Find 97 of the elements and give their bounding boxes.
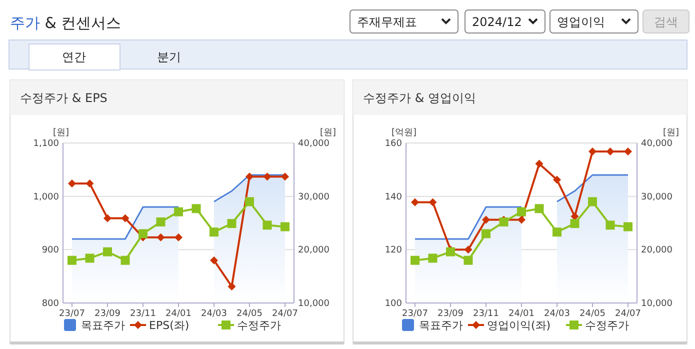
point [68,180,76,188]
text: 검색 [654,15,678,29]
point [210,256,218,264]
point [411,198,419,206]
text: 분기 [157,50,181,64]
legend-label: 수정주가 [585,319,629,332]
point [518,216,526,224]
legend-label: EPS(좌) [149,319,190,332]
legend-label: 영업이익(좌) [487,319,551,332]
point [227,219,236,228]
point [553,176,561,184]
x-tick-label: 23/07 [59,309,85,319]
point [606,148,614,156]
y-tick-label: 800 [42,299,60,309]
point [228,282,236,290]
y-tick-label: 140 [384,192,402,202]
x-tick-label: 23/07 [402,309,428,319]
y2-tick-label: 30,000 [641,192,673,202]
chart-title: 수정주가 & EPS [20,91,108,105]
y-tick-label: 1,100 [33,139,60,149]
point [464,256,473,265]
point [86,180,94,188]
point [245,197,254,206]
point [246,172,254,181]
point [280,222,290,232]
point [262,220,272,230]
x-tick-label: 23/11 [130,309,156,319]
chart-title: 수정주가 & 영업이익 [363,91,476,105]
y-tick-label: 1,000 [33,192,60,202]
legend-label: 목표주가 [419,319,463,332]
legend-label: 수정주가 [237,319,281,332]
point [606,220,615,230]
point [534,204,544,214]
point [588,148,596,156]
point [570,219,580,228]
x-tick-label: 24/03 [201,309,227,319]
point [192,204,201,214]
point [174,207,183,216]
y-tick-label: 900 [42,246,60,256]
point [121,214,130,222]
x-tick-label: 24/01 [508,309,534,319]
point [156,217,166,226]
point [174,233,182,242]
point [482,216,490,224]
y2-tick-label: 40,000 [298,139,330,149]
point [120,256,130,265]
x-tick-label: 24/03 [544,309,570,319]
y2-tick-label: 10,000 [298,299,330,309]
y2-tick-label: 40,000 [641,139,673,149]
point [103,247,112,256]
point [263,172,272,181]
point [428,198,437,206]
text: 연간 [62,50,86,64]
point [588,197,597,206]
text: 2024/12 [472,15,522,29]
x-tick-label: 23/09 [94,309,121,319]
y2-axis-title: [원] [662,128,679,138]
point [410,256,420,265]
y-tick-label: 160 [384,139,402,149]
point [446,247,455,256]
point [85,254,94,263]
point [552,228,562,237]
x-tick-label: 23/11 [473,309,499,319]
y2-tick-label: 20,000 [298,246,330,256]
y-axis-title: [억원] [391,128,417,138]
point [499,217,508,226]
point [482,229,490,238]
point [138,229,148,238]
y2-tick-label: 10,000 [641,299,673,309]
y2-tick-label: 20,000 [641,246,673,256]
x-tick-label: 23/09 [438,309,464,319]
point [624,222,632,232]
y-tick-label: 100 [384,299,402,309]
text: 영업이익 [557,15,605,29]
point [281,172,289,181]
x-tick-label: 24/01 [166,309,192,319]
y2-tick-label: 30,000 [298,192,330,202]
y-tick-label: 120 [384,246,402,256]
x-tick-label: 24/05 [236,309,262,319]
point [104,214,112,222]
x-tick-label: 24/07 [272,309,298,319]
point [210,228,218,237]
y-axis-title: [원] [52,128,70,138]
point [624,148,632,156]
point [464,246,472,254]
point [570,212,579,220]
text: 주재무제표 [357,15,417,29]
point [517,207,526,216]
point [68,256,76,265]
text: 주가 & 컨센서스 [10,14,122,32]
y2-axis-title: [원] [320,128,336,138]
x-tick-label: 24/07 [615,309,641,319]
point [535,160,544,168]
point [428,254,438,263]
legend-label: 목표주가 [81,319,125,332]
point [156,233,165,242]
x-tick-label: 24/05 [580,309,606,319]
